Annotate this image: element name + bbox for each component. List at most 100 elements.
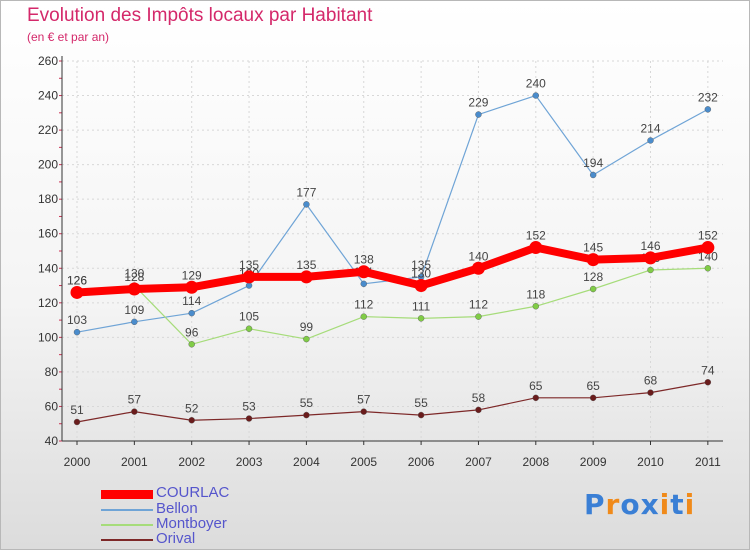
- data-label-orival: 55: [414, 396, 428, 410]
- data-label-bellon: 240: [526, 77, 546, 91]
- data-point-courlac: [185, 280, 199, 294]
- legend-swatch-bellon: [101, 509, 153, 511]
- data-point-orival: [589, 394, 597, 402]
- data-label-bellon: 177: [296, 185, 316, 199]
- series-line-orival: [76, 381, 709, 423]
- x-tick-label: 2006: [408, 455, 435, 469]
- data-point-orival: [303, 411, 310, 419]
- data-point-orival: [188, 417, 195, 424]
- data-label-montboyer: 112: [469, 298, 488, 312]
- data-point-orival: [532, 394, 539, 402]
- data-point-montboyer: [475, 313, 482, 320]
- data-point-courlac: [242, 270, 256, 284]
- y-tick-label: 180: [38, 192, 58, 206]
- data-label-montboyer: 96: [185, 325, 199, 339]
- x-tick-label: 2009: [580, 455, 607, 469]
- data-point-montboyer: [589, 285, 597, 293]
- data-point-bellon: [73, 328, 81, 336]
- data-label-orival: 58: [472, 391, 486, 405]
- legend-label-orival: Orival: [156, 530, 196, 547]
- logo-letter: t: [670, 488, 685, 521]
- data-point-montboyer: [417, 315, 425, 322]
- x-tick-label: 2004: [293, 455, 320, 469]
- data-label-bellon: 114: [182, 294, 201, 308]
- data-point-bellon: [245, 282, 253, 289]
- data-point-orival: [360, 408, 367, 415]
- x-tick-label: 2008: [522, 455, 549, 469]
- y-tick-label: 240: [38, 89, 58, 103]
- data-point-orival: [131, 408, 138, 415]
- data-label-montboyer: 130: [124, 267, 144, 281]
- data-label-orival: 52: [185, 401, 199, 415]
- data-point-bellon: [647, 137, 654, 144]
- x-tick-label: 2007: [465, 455, 492, 469]
- data-point-orival: [475, 406, 482, 414]
- data-label-orival: 65: [586, 379, 600, 393]
- y-tick-label: 80: [45, 365, 59, 379]
- data-point-montboyer: [532, 303, 539, 310]
- data-label-bellon: 135: [411, 258, 431, 272]
- data-point-courlac: [357, 265, 371, 279]
- data-label-courlac: 135: [239, 258, 259, 272]
- x-tick-label: 2000: [64, 455, 91, 469]
- legend-swatch-montboyer: [101, 524, 153, 526]
- logo-letter: P: [584, 488, 606, 521]
- data-point-bellon: [475, 111, 482, 118]
- proxiti-logo: Proxiti: [584, 488, 695, 521]
- data-point-courlac: [701, 241, 715, 255]
- data-point-bellon: [532, 92, 539, 99]
- x-tick-label: 2011: [695, 455, 721, 469]
- data-label-montboyer: 126: [67, 273, 87, 287]
- data-label-bellon: 214: [640, 121, 660, 135]
- logo-letter: i: [659, 488, 671, 521]
- data-label-courlac: 152: [698, 229, 718, 243]
- data-point-orival: [647, 389, 654, 396]
- chart-subtitle: (en € et par an): [27, 30, 110, 44]
- legend-swatch-courlac: [101, 490, 153, 499]
- data-point-bellon: [589, 171, 597, 179]
- data-label-orival: 55: [300, 396, 314, 410]
- y-tick-label: 60: [45, 399, 59, 413]
- data-label-courlac: 126: [67, 273, 87, 287]
- data-point-courlac: [70, 285, 84, 299]
- data-label-orival: 57: [128, 393, 142, 407]
- logo-letter: o: [620, 488, 641, 521]
- data-label-montboyer: 105: [239, 310, 259, 324]
- y-tick-label: 120: [38, 296, 58, 310]
- data-label-montboyer: 111: [412, 299, 431, 313]
- series-line-courlac: [73, 243, 712, 297]
- x-tick-label: 2010: [637, 455, 664, 469]
- series-line-montboyer: [76, 267, 709, 345]
- data-point-courlac: [299, 270, 313, 284]
- data-label-montboyer: 112: [354, 298, 373, 312]
- data-point-orival: [704, 379, 712, 386]
- logo-letter: x: [640, 488, 660, 521]
- y-tick-label: 220: [38, 123, 58, 137]
- data-label-courlac: 145: [583, 241, 603, 255]
- data-point-orival: [245, 415, 253, 422]
- data-point-courlac: [127, 282, 141, 296]
- data-label-courlac: 138: [354, 253, 374, 267]
- legend-label-courlac: COURLAC: [156, 484, 230, 501]
- data-label-montboyer: 118: [526, 287, 545, 301]
- data-label-orival: 51: [70, 403, 84, 417]
- y-tick-label: 140: [38, 261, 58, 275]
- data-point-montboyer: [704, 265, 712, 272]
- data-label-courlac: 152: [526, 229, 546, 243]
- data-label-courlac: 146: [640, 239, 660, 253]
- y-tick-label: 260: [38, 54, 58, 68]
- data-label-courlac: 135: [296, 258, 316, 272]
- data-point-courlac: [586, 253, 600, 267]
- data-point-orival: [73, 418, 81, 426]
- data-point-bellon: [360, 280, 367, 288]
- data-point-courlac: [414, 279, 428, 293]
- chart-title: Evolution des Impôts locaux par Habitant: [27, 5, 373, 26]
- legend-label-montboyer: Montboyer: [156, 515, 227, 532]
- data-point-courlac: [644, 251, 657, 265]
- data-label-courlac: 128: [124, 270, 144, 284]
- data-point-bellon: [303, 201, 310, 208]
- x-tick-label: 2005: [350, 455, 377, 469]
- y-tick-label: 200: [38, 158, 58, 172]
- legend-swatch-orival: [101, 539, 153, 541]
